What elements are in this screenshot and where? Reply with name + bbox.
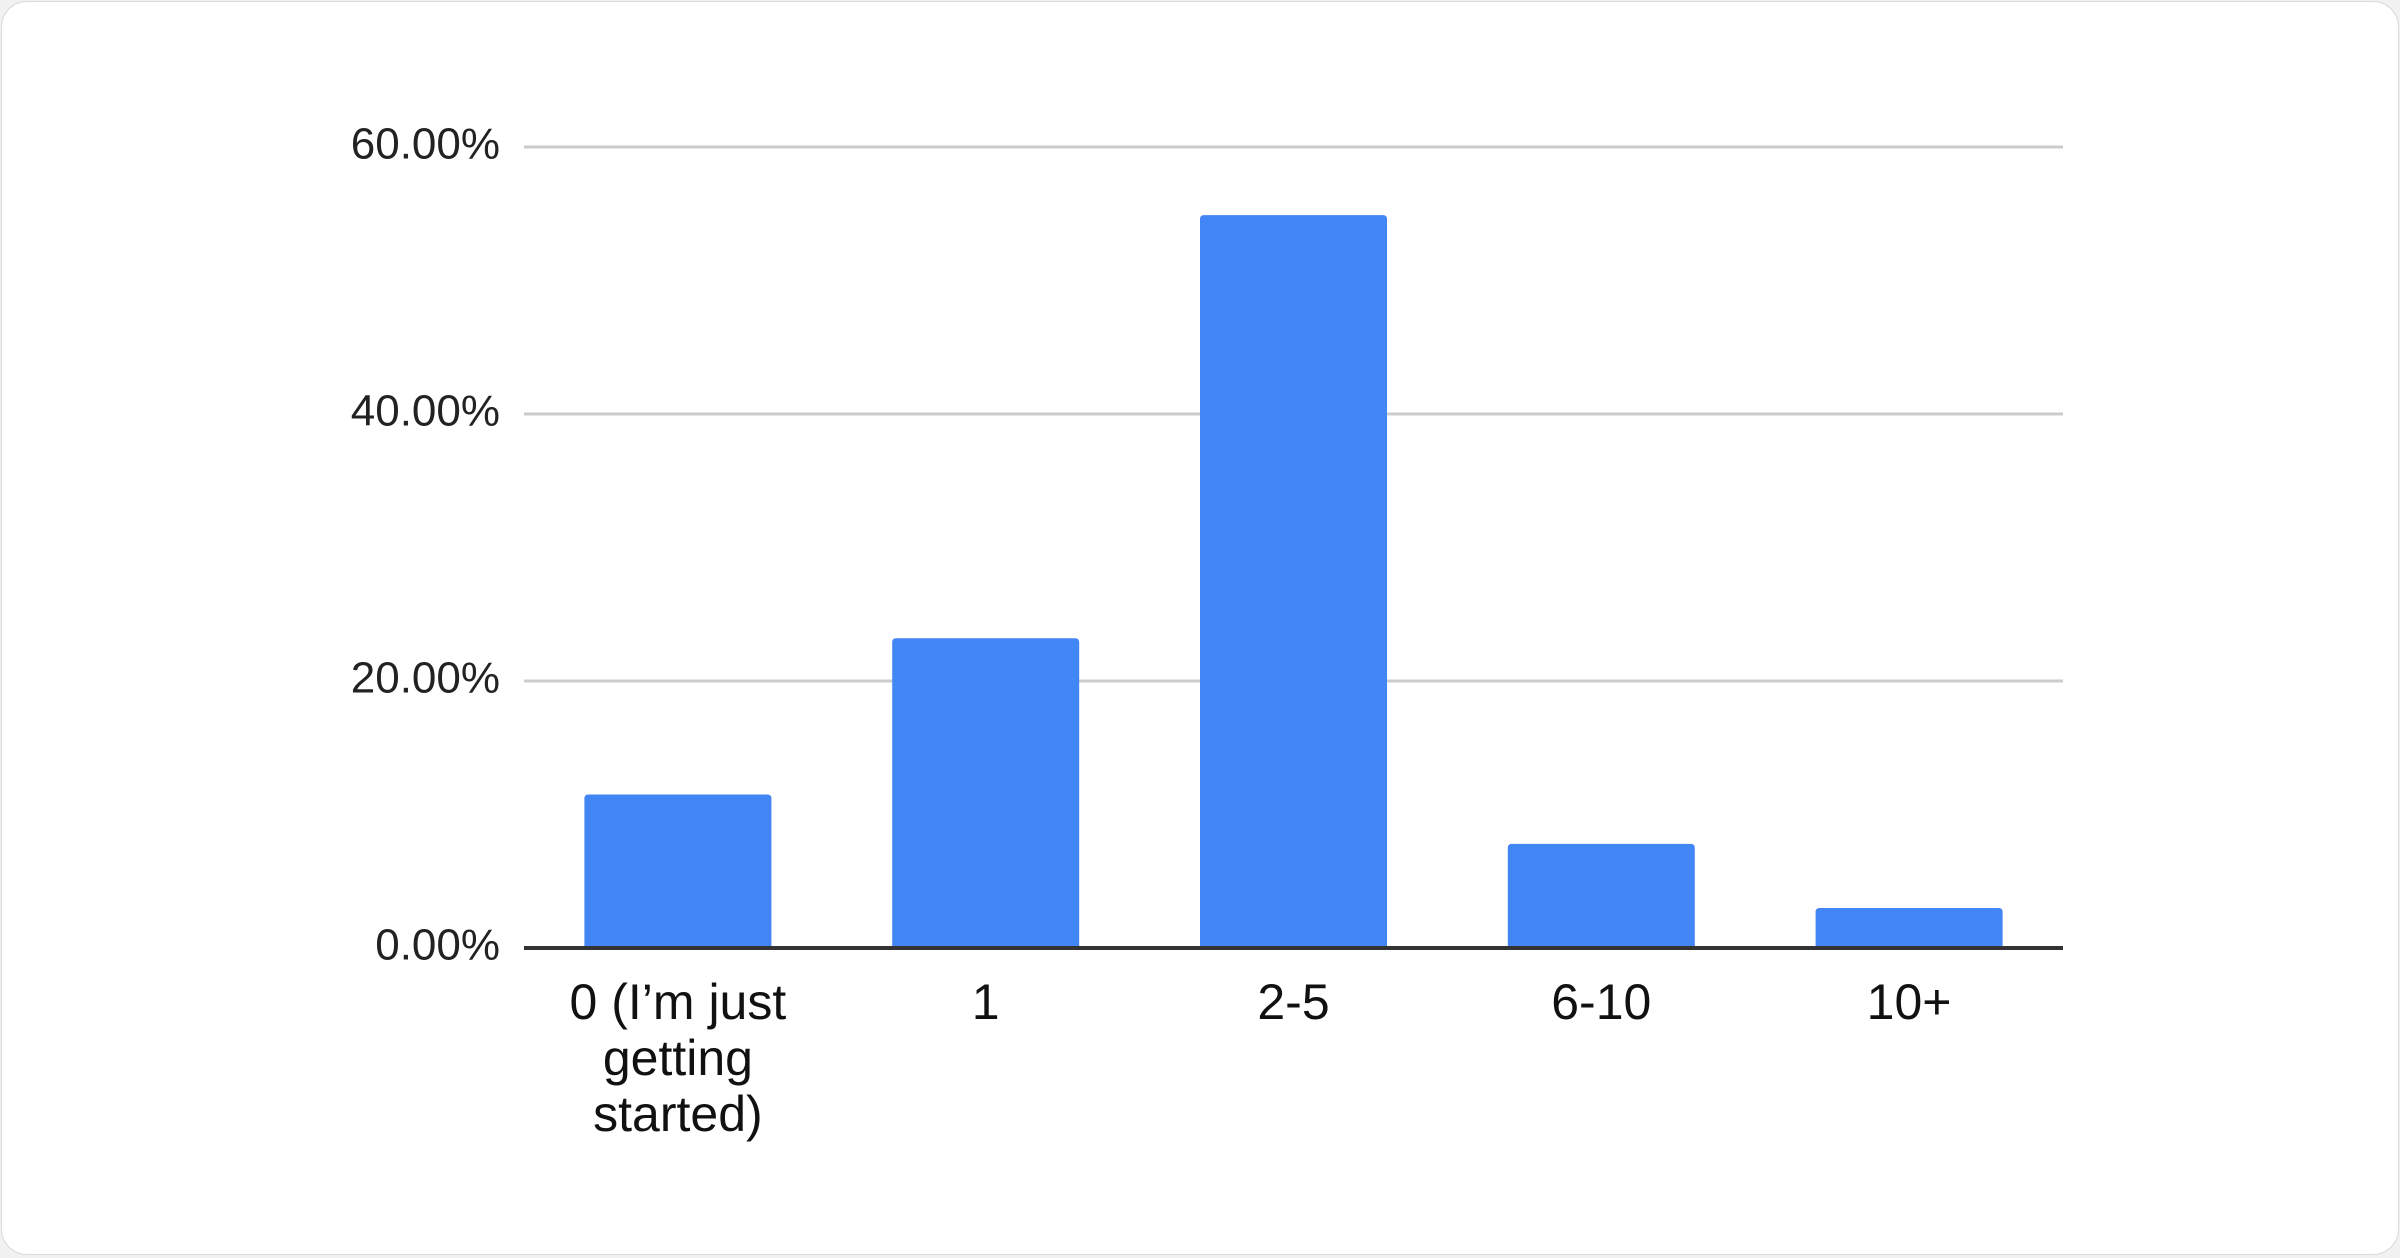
y-tick-label: 60.00% <box>351 120 500 169</box>
bar-6-10 <box>1507 843 1695 948</box>
bar-2-5 <box>1200 215 1387 948</box>
bar-1 <box>892 638 1080 948</box>
x-tick-label: getting <box>603 1030 753 1086</box>
x-tick-label: 2-5 <box>1257 974 1329 1030</box>
x-tick-label: 0 (I’m just <box>570 974 787 1030</box>
y-tick-label: 40.00% <box>351 387 500 436</box>
x-tick-label: started) <box>593 1086 763 1142</box>
x-tick-label: 10+ <box>1867 974 1952 1030</box>
x-tick-label: 1 <box>972 974 1000 1030</box>
bar-10- <box>1815 907 2003 948</box>
bar-0-i-m-just-getting-started- <box>584 794 772 948</box>
y-tick-label: 0.00% <box>375 921 500 970</box>
y-tick-label: 20.00% <box>351 654 500 703</box>
x-tick-label: 6-10 <box>1551 974 1651 1030</box>
